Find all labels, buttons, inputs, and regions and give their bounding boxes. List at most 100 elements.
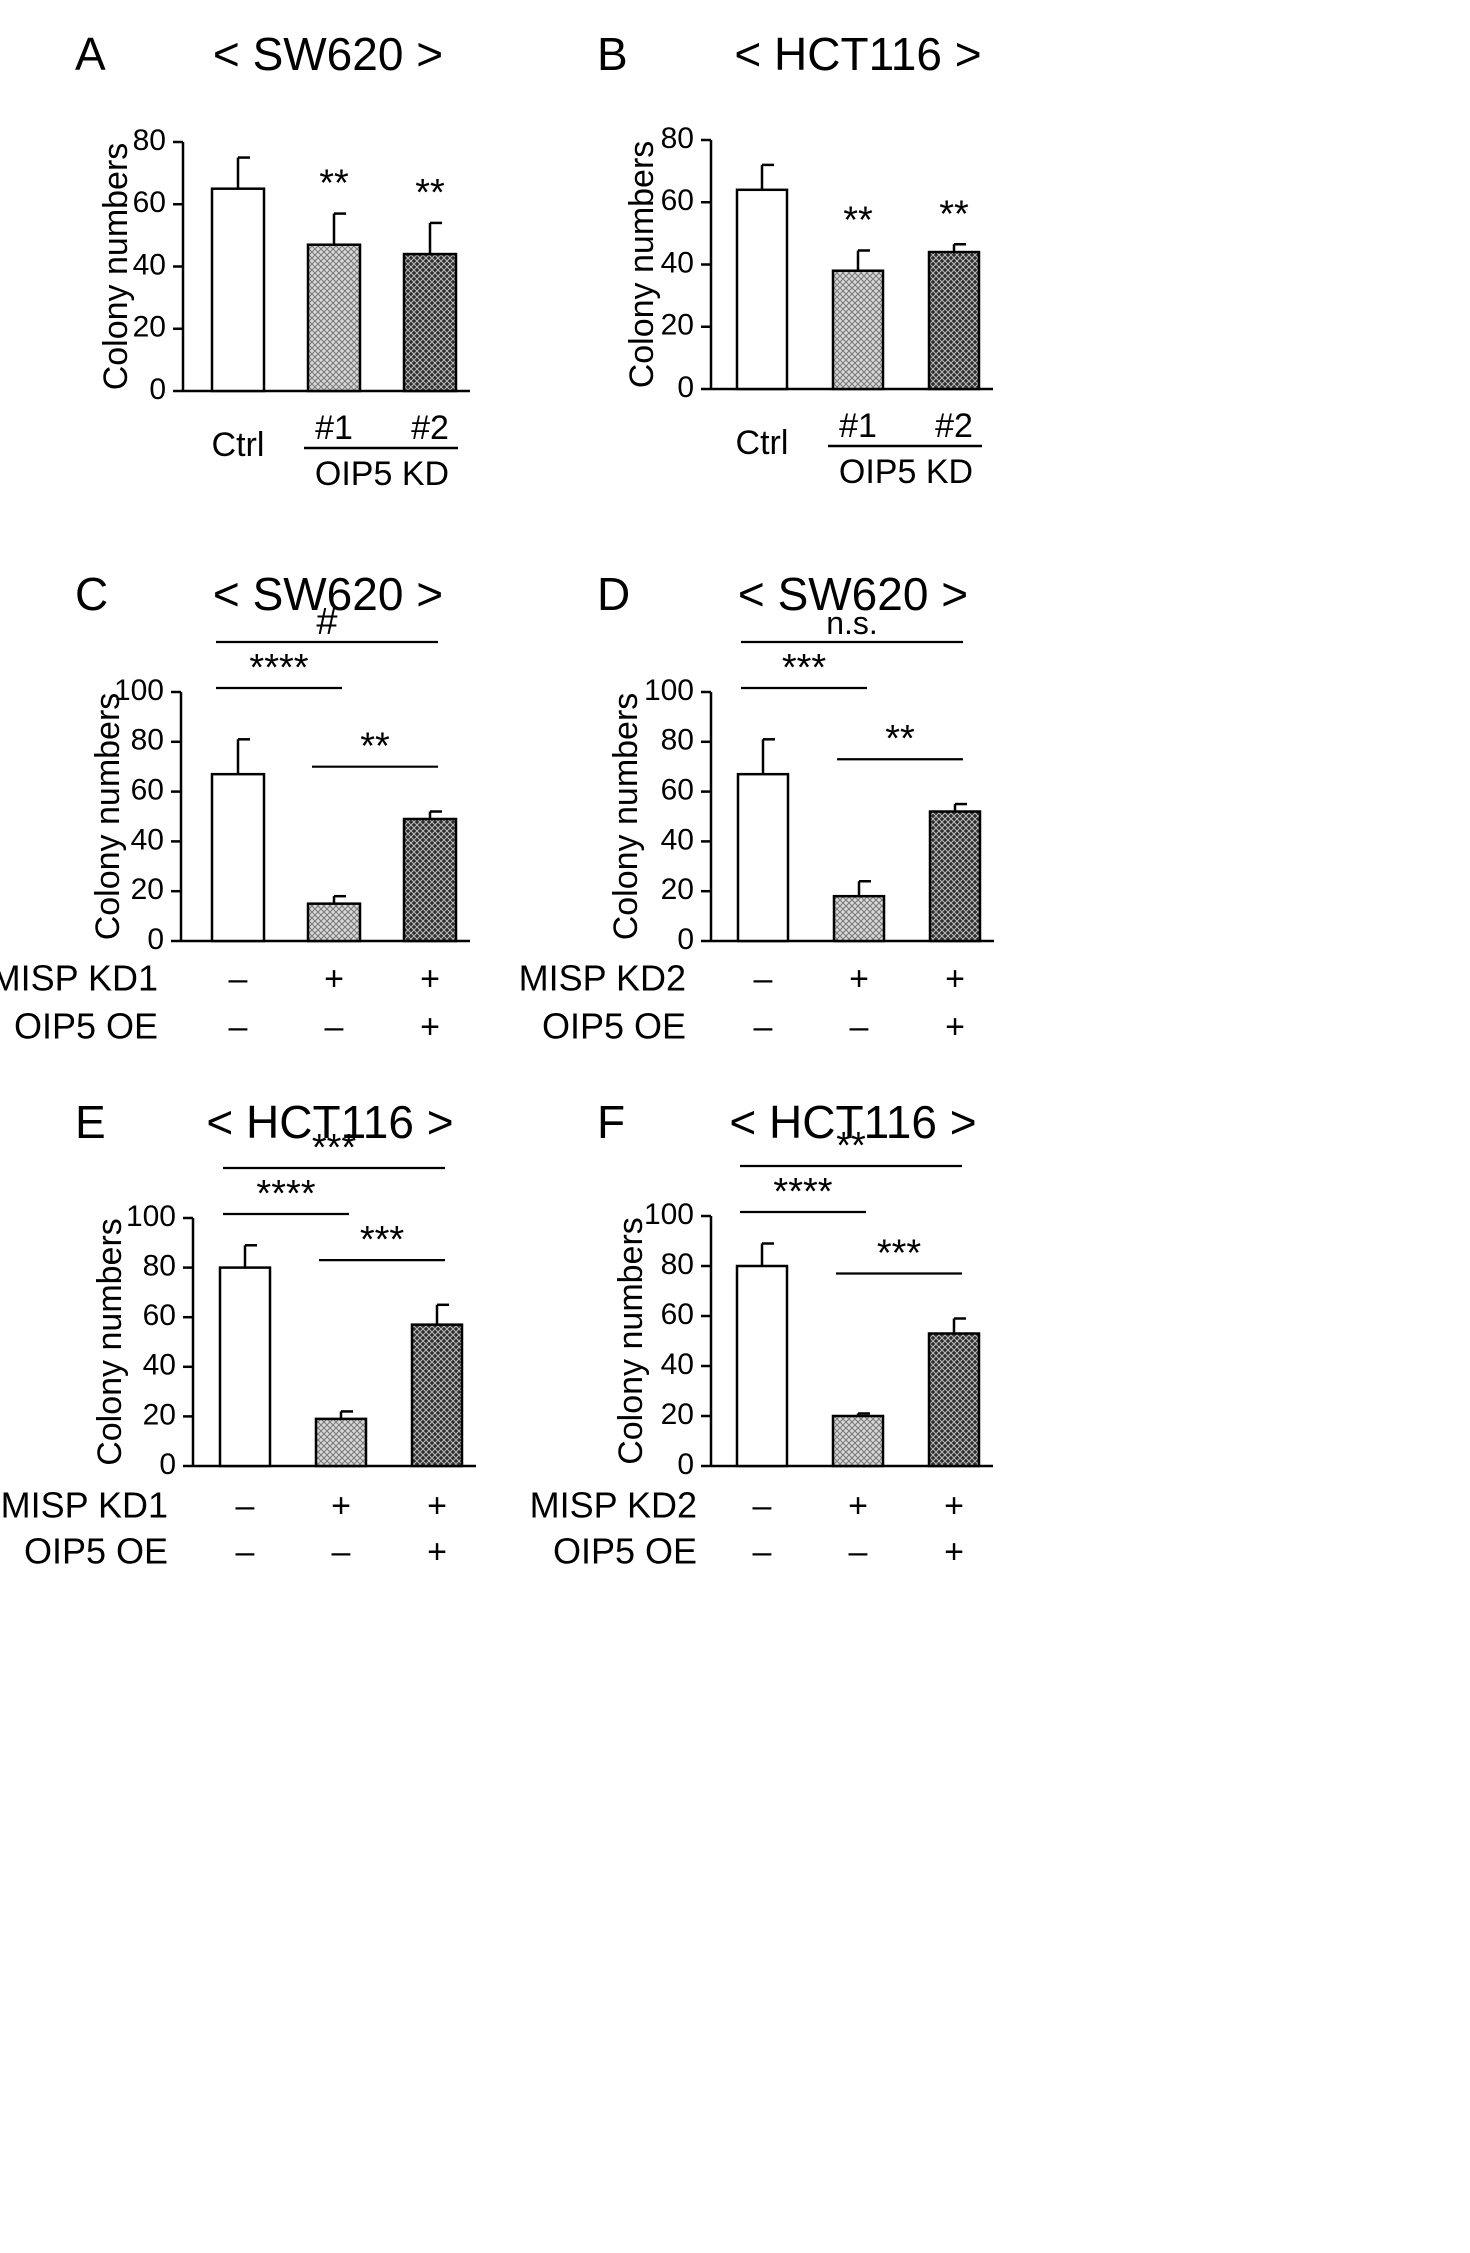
panel-letter: A xyxy=(75,28,106,80)
comparison-label: # xyxy=(316,601,337,643)
panel-title: < SW620 > xyxy=(213,28,443,80)
condition-sign: – xyxy=(236,1487,255,1525)
bar xyxy=(832,894,886,943)
condition-sign: + xyxy=(427,1533,447,1571)
y-tick-label: 20 xyxy=(661,1398,694,1431)
y-tick-label: 100 xyxy=(644,1198,694,1231)
bar xyxy=(928,810,982,943)
y-tick-label: 100 xyxy=(126,1200,176,1233)
comparison-label: ** xyxy=(885,718,915,760)
comparison-label: ** xyxy=(360,726,390,768)
condition-sign: – xyxy=(236,1533,255,1571)
condition-sign: + xyxy=(420,960,440,998)
comparison-label: ** xyxy=(836,1125,866,1167)
y-tick-label: 20 xyxy=(143,1398,176,1431)
y-tick-label: 40 xyxy=(661,823,694,856)
bar xyxy=(927,250,981,391)
y-tick-label: 0 xyxy=(677,923,694,956)
condition-label: OIP5 OE xyxy=(553,1531,697,1572)
comparison-label: *** xyxy=(782,647,827,689)
comparison-label: **** xyxy=(773,1171,832,1213)
y-tick-label: 80 xyxy=(661,1248,694,1281)
condition-label: OIP5 OE xyxy=(542,1006,686,1047)
y-tick-label: 60 xyxy=(131,774,164,807)
y-tick-label: 80 xyxy=(143,1250,176,1283)
condition-sign: + xyxy=(848,1487,868,1525)
condition-label: MISP KD1 xyxy=(0,958,158,999)
x-category-label: Ctrl xyxy=(736,424,789,462)
condition-sign: + xyxy=(944,1533,964,1571)
y-tick-label: 60 xyxy=(661,774,694,807)
condition-sign: + xyxy=(427,1487,447,1525)
bar xyxy=(306,902,362,943)
significance-marker: ** xyxy=(939,193,969,235)
bar xyxy=(831,269,885,391)
y-tick-label: 0 xyxy=(677,371,694,404)
y-tick-label: 40 xyxy=(133,248,166,281)
y-tick-label: 60 xyxy=(661,1298,694,1331)
condition-sign: + xyxy=(945,960,965,998)
y-axis-label: Colony numbers xyxy=(612,1217,650,1465)
y-tick-label: 60 xyxy=(143,1299,176,1332)
significance-marker: ** xyxy=(415,172,445,214)
significance-marker: ** xyxy=(843,199,873,241)
y-axis-label: Colony numbers xyxy=(97,143,135,391)
bar xyxy=(402,252,458,393)
condition-sign: – xyxy=(229,960,248,998)
panel-letter: C xyxy=(75,568,108,620)
y-tick-label: 20 xyxy=(661,309,694,342)
panel-letter: B xyxy=(597,28,628,80)
y-tick-label: 80 xyxy=(661,122,694,155)
bar xyxy=(831,1414,885,1468)
y-tick-label: 60 xyxy=(661,184,694,217)
x-category-label: #2 xyxy=(935,407,973,445)
bar xyxy=(410,1323,464,1468)
x-category-label: #2 xyxy=(411,409,449,447)
condition-sign: + xyxy=(849,960,869,998)
panel-title: < HCT116 > xyxy=(206,1096,453,1148)
panel-title: < SW620 > xyxy=(213,568,443,620)
y-tick-label: 0 xyxy=(159,1448,176,1481)
condition-sign: – xyxy=(229,1008,248,1046)
y-tick-label: 20 xyxy=(661,873,694,906)
panel-title: < HCT116 > xyxy=(729,1096,976,1148)
condition-sign: – xyxy=(754,960,773,998)
bar xyxy=(210,187,266,393)
bar xyxy=(735,1264,789,1468)
bar xyxy=(735,188,789,391)
y-tick-label: 80 xyxy=(131,724,164,757)
y-tick-label: 0 xyxy=(149,373,166,406)
condition-sign: + xyxy=(944,1487,964,1525)
comparison-label: n.s. xyxy=(826,605,878,641)
y-tick-label: 60 xyxy=(133,186,166,219)
bar xyxy=(210,772,266,943)
y-tick-label: 100 xyxy=(644,674,694,707)
condition-sign: – xyxy=(754,1008,773,1046)
y-tick-label: 20 xyxy=(133,311,166,344)
significance-marker: ** xyxy=(319,163,349,205)
panel-title: < HCT116 > xyxy=(734,28,981,80)
panel-letter: F xyxy=(597,1096,625,1148)
y-axis-label: Colony numbers xyxy=(91,1218,129,1466)
y-tick-label: 20 xyxy=(131,873,164,906)
y-tick-label: 40 xyxy=(131,823,164,856)
panel-title: < SW620 > xyxy=(738,568,968,620)
y-tick-label: 0 xyxy=(147,923,164,956)
condition-label: MISP KD2 xyxy=(530,1485,697,1526)
y-tick-label: 80 xyxy=(661,724,694,757)
condition-label: OIP5 OE xyxy=(24,1531,168,1572)
group-label: OIP5 KD xyxy=(839,453,973,491)
y-axis-label: Colony numbers xyxy=(623,141,661,389)
condition-sign: – xyxy=(753,1533,772,1571)
comparison-label: *** xyxy=(360,1219,405,1261)
bar xyxy=(306,243,362,393)
comparison-label: **** xyxy=(249,647,308,689)
comparison-label: *** xyxy=(312,1127,357,1169)
y-tick-label: 40 xyxy=(661,1348,694,1381)
